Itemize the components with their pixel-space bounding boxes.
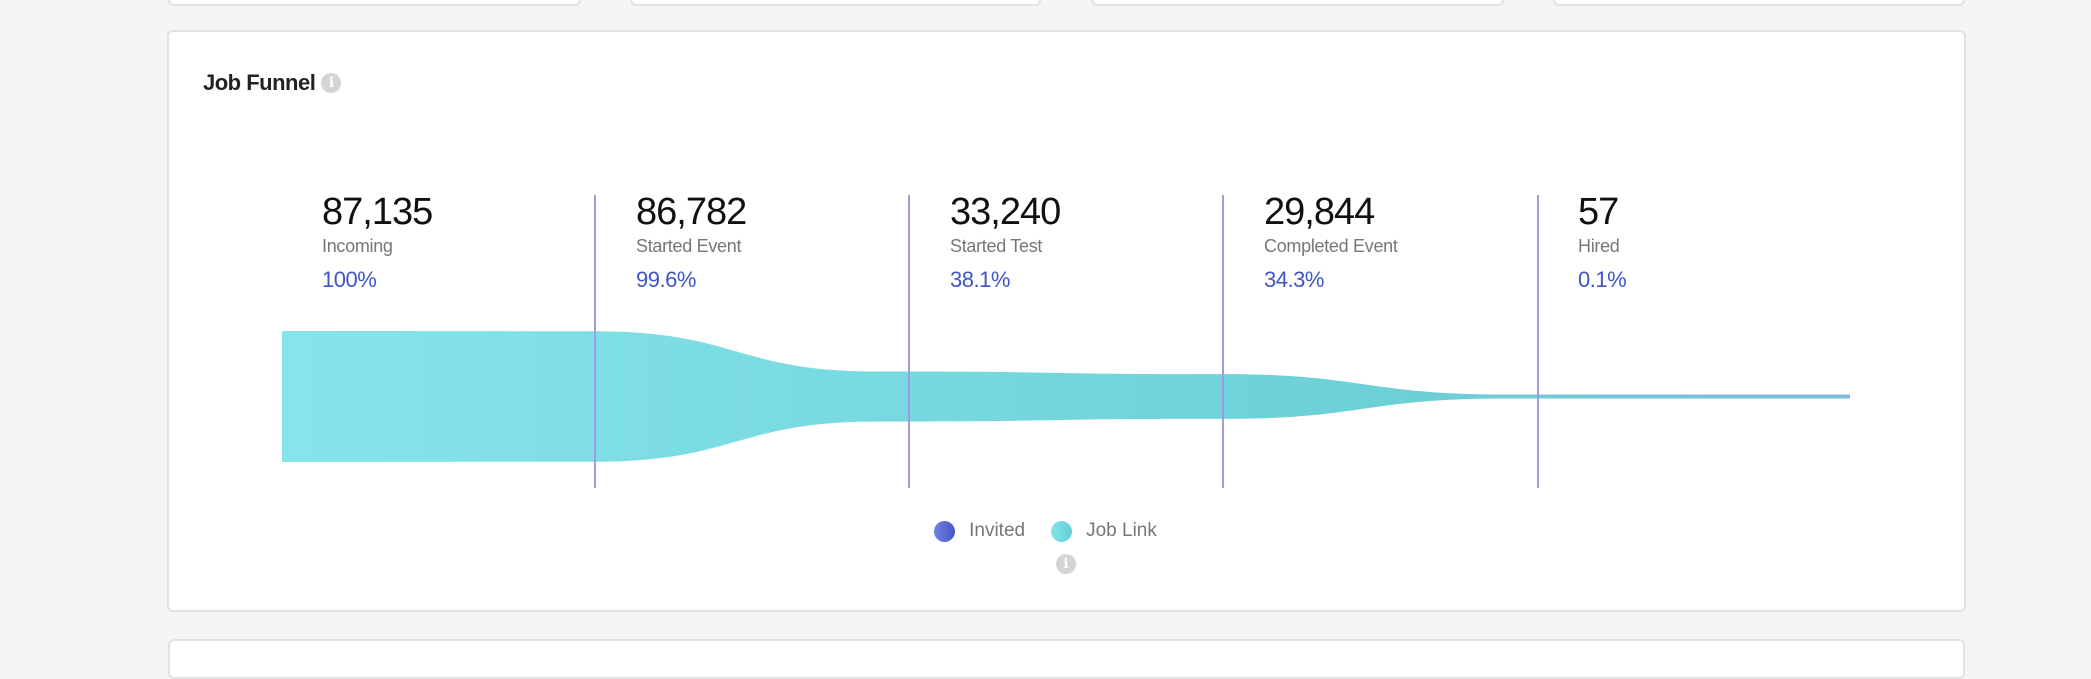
legend-label: Invited bbox=[969, 520, 1026, 541]
card-title: Job Funnel i bbox=[203, 70, 342, 96]
top-card-3 bbox=[1091, 0, 1504, 6]
stage-completed-event: 29,844 Completed Event 34.3% bbox=[1264, 190, 1398, 293]
stage-percent: 99.6% bbox=[636, 267, 696, 292]
stage-value: 29,844 bbox=[1264, 191, 1375, 233]
stage-value: 33,240 bbox=[950, 191, 1061, 233]
stage-label: Completed Event bbox=[1264, 236, 1398, 256]
legend-dot-invited bbox=[934, 520, 956, 542]
stage-divider bbox=[908, 195, 910, 488]
stage-divider bbox=[594, 195, 596, 488]
legend-label: Job Link bbox=[1086, 520, 1157, 541]
stage-percent: 0.1% bbox=[1578, 267, 1627, 292]
stage-label: Started Test bbox=[950, 236, 1043, 256]
stage-started-event: 86,782 Started Event 99.6% bbox=[636, 190, 747, 293]
stage-value: 57 bbox=[1578, 191, 1619, 233]
legend-item-invited[interactable]: Invited bbox=[934, 520, 1025, 542]
legend-item-job-link[interactable]: Job Link bbox=[1051, 520, 1157, 542]
stage-value: 86,782 bbox=[636, 191, 747, 233]
stage-percent: 34.3% bbox=[1264, 267, 1324, 292]
top-card-4 bbox=[1553, 0, 1965, 6]
stage-divider bbox=[1222, 195, 1224, 488]
job-funnel-title: Job Funnel bbox=[203, 70, 316, 95]
funnel-area-job-link bbox=[282, 331, 1850, 462]
funnel-chart bbox=[282, 331, 1850, 462]
top-card-2 bbox=[630, 0, 1041, 6]
stage-percent: 38.1% bbox=[950, 267, 1010, 292]
stage-started-test: 33,240 Started Test 38.1% bbox=[950, 190, 1061, 293]
stage-label: Started Event bbox=[636, 236, 742, 256]
legend-info-icon[interactable]: i bbox=[1056, 554, 1076, 574]
job-funnel-card: Job Funnel i bbox=[167, 30, 1966, 612]
stage-hired: 57 Hired 0.1% bbox=[1578, 190, 1627, 293]
info-icon[interactable]: i bbox=[321, 73, 342, 93]
stage-label: Hired bbox=[1578, 236, 1620, 256]
stage-value: 87,135 bbox=[322, 191, 433, 233]
top-card-1 bbox=[168, 0, 581, 6]
stage-label: Incoming bbox=[322, 236, 393, 256]
stage-percent: 100% bbox=[322, 267, 377, 292]
chart-legend: Invited Job Link bbox=[0, 520, 2091, 542]
stage-incoming: 87,135 Incoming 100% bbox=[322, 190, 433, 293]
bottom-card bbox=[168, 639, 1965, 679]
stage-divider bbox=[1537, 195, 1539, 488]
legend-dot-job-link bbox=[1051, 520, 1073, 542]
